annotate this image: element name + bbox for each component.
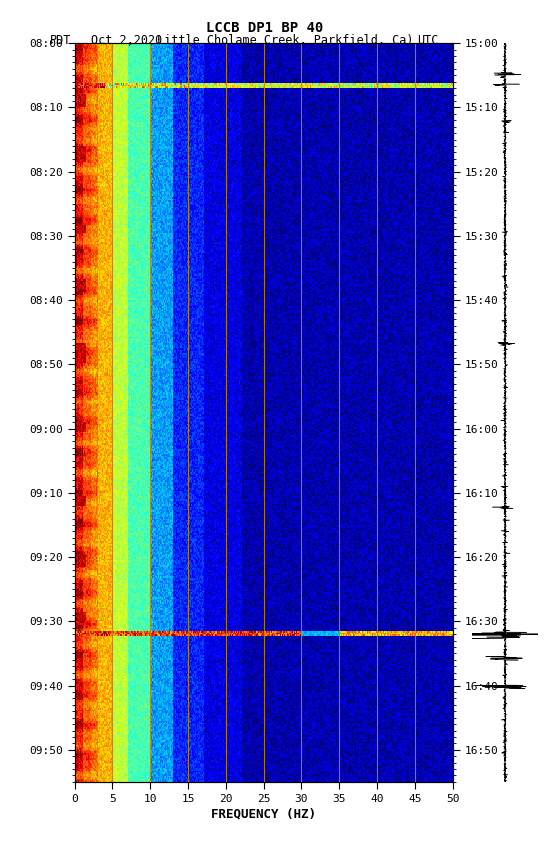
- Text: Little Cholame Creek, Parkfield, Ca): Little Cholame Creek, Parkfield, Ca): [157, 34, 414, 47]
- Text: PDT: PDT: [50, 34, 71, 47]
- X-axis label: FREQUENCY (HZ): FREQUENCY (HZ): [211, 808, 316, 821]
- Text: UTC: UTC: [417, 34, 438, 47]
- Text: Oct 2,2020: Oct 2,2020: [91, 34, 162, 47]
- Text: LCCB DP1 BP 40: LCCB DP1 BP 40: [206, 21, 323, 35]
